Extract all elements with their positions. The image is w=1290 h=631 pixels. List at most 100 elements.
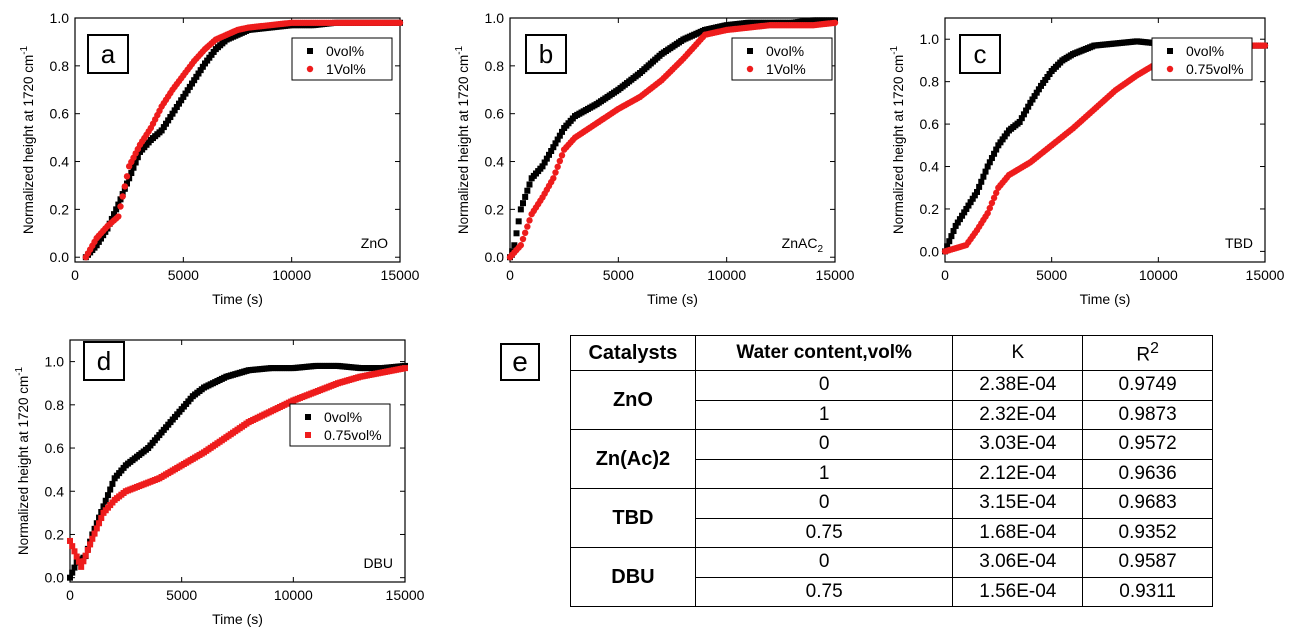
legend-marker	[305, 432, 311, 438]
legend-label: 1Vol%	[326, 61, 366, 77]
y-tick-label: 0.8	[920, 74, 940, 90]
data-point	[550, 144, 557, 151]
panel-tag-box	[83, 341, 125, 381]
y-axis-label: Normalized height at 1720 cm-1	[889, 45, 906, 234]
data-point	[178, 97, 185, 104]
data-point	[121, 183, 129, 190]
data-point	[186, 83, 193, 90]
table-row: 0.75 1.56E-04 0.9311	[571, 576, 1213, 607]
data-point	[1031, 93, 1038, 100]
data-point	[163, 120, 169, 127]
data-point	[113, 206, 120, 213]
y-axis-label-text: Normalized height at 1720 cm	[456, 55, 471, 234]
data-point	[988, 199, 996, 207]
catalyst-cell: DBU	[570, 547, 696, 607]
k-cell: 2.32E-04	[952, 399, 1084, 430]
legend-marker	[1167, 48, 1173, 54]
header-catalysts: Catalysts	[570, 335, 696, 371]
y-tick-label: 0.6	[920, 116, 940, 132]
water-cell: 0	[694, 429, 954, 460]
data-point	[197, 67, 204, 74]
data-point	[520, 200, 526, 207]
data-point	[67, 574, 73, 581]
y-tick-label: 0.8	[485, 58, 505, 74]
legend: 0vol% 1Vol%	[291, 37, 393, 81]
header-water-content: Water content,vol%	[694, 335, 954, 371]
data-point	[965, 202, 972, 209]
data-point	[959, 212, 966, 219]
plot-frame	[509, 17, 836, 263]
y-tick-label: 0.2	[920, 201, 940, 217]
water-cell: 1	[694, 458, 954, 489]
x-axis-label: Time (s)	[1080, 291, 1131, 307]
data-point	[199, 63, 206, 70]
data-point	[73, 553, 80, 560]
catalyst-corner-label: ZnAC2	[782, 235, 824, 255]
y-axis-label-sup: -1	[14, 366, 25, 375]
x-tick-label: 5000	[168, 267, 199, 283]
catalyst-corner-label: ZnO	[361, 235, 388, 251]
data-point	[184, 87, 191, 94]
data-point	[522, 193, 529, 200]
r2-cell: 0.9636	[1082, 458, 1213, 489]
x-tick-label: 15000	[386, 587, 425, 603]
y-axis-label: Normalized height at 1720 cm-1	[19, 45, 36, 234]
x-tick-label: 15000	[381, 267, 420, 283]
x-axis-label: Time (s)	[212, 611, 263, 627]
r2-cell: 0.9352	[1082, 517, 1213, 548]
data-point	[123, 173, 131, 180]
data-point	[191, 77, 198, 84]
data-point	[552, 140, 559, 147]
data-point	[104, 492, 111, 499]
data-point	[1029, 96, 1036, 103]
data-points	[82, 19, 404, 261]
water-cell: 0.75	[694, 576, 954, 607]
table-row: TBD 0 3.15E-04 0.9683	[570, 488, 1213, 548]
y-tick-label: 1.0	[920, 31, 940, 47]
data-point	[93, 525, 100, 532]
k-cell: 2.12E-04	[952, 458, 1084, 489]
legend-label: 1Vol%	[766, 61, 806, 77]
series-1	[506, 19, 839, 261]
data-point	[993, 146, 1000, 153]
data-point	[1025, 103, 1032, 110]
data-point	[189, 80, 195, 87]
data-point	[513, 230, 520, 237]
x-tick-label: 0	[66, 587, 74, 603]
k-cell: 3.03E-04	[952, 429, 1084, 460]
data-point	[132, 159, 139, 166]
catalyst-corner-label: DBU	[363, 555, 393, 571]
legend-label: 0vol%	[324, 409, 362, 425]
plot-frame	[74, 17, 401, 263]
data-point	[167, 114, 174, 121]
y-tick-label: 0.4	[50, 154, 70, 170]
data-point	[82, 552, 89, 559]
data-point	[558, 152, 566, 159]
data-point	[548, 148, 555, 155]
data-point	[524, 187, 531, 194]
data-point	[169, 110, 176, 117]
x-tick-label: 15000	[816, 267, 855, 283]
k-cell: 3.15E-04	[952, 488, 1084, 519]
data-point	[160, 124, 167, 131]
data-point	[521, 229, 529, 237]
catalyst-corner-label: TBD	[1225, 235, 1253, 251]
x-tick-label: 10000	[272, 267, 311, 283]
y-tick-label: 0.8	[45, 397, 65, 413]
data-point	[978, 178, 985, 185]
chart-svg-d: 0 5000 10000 15000 0.0 0.2 0.4 0.6 0.8 1.0 Time (s…	[14, 339, 425, 627]
data-point	[71, 564, 78, 571]
k-cell: 2.38E-04	[952, 370, 1084, 401]
x-tick-label: 0	[941, 267, 949, 283]
data-point	[541, 159, 548, 166]
data-point	[176, 100, 182, 107]
table-row: Zn(Ac)2 0 3.03E-04 0.9572	[570, 429, 1213, 489]
water-cell: 0	[694, 488, 954, 519]
water-cell: 0	[694, 370, 954, 401]
data-point	[173, 103, 180, 110]
data-point	[128, 170, 135, 177]
data-point	[990, 194, 998, 202]
data-point	[78, 563, 85, 570]
data-point	[119, 193, 126, 200]
data-point	[1018, 115, 1025, 122]
